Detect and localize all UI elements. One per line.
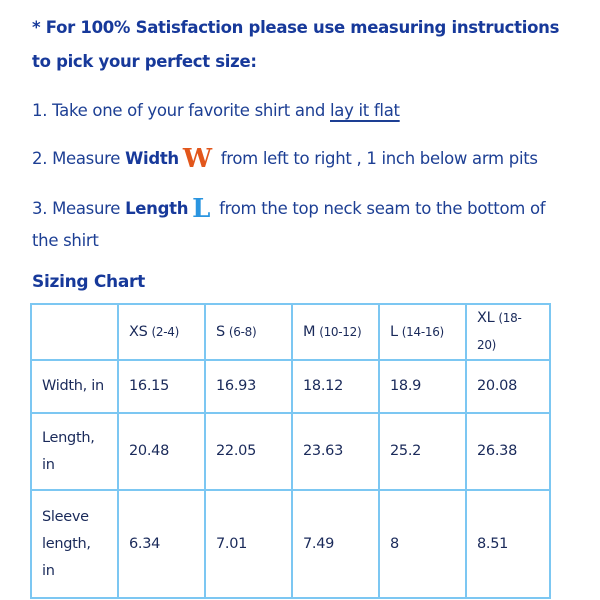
cell: 7.01	[204, 489, 293, 599]
cell: 8	[378, 489, 467, 599]
cell: 23.63	[291, 412, 380, 491]
step-1: 1. Take one of your favorite shirt and l…	[32, 101, 400, 120]
row-label: Length, in	[30, 412, 119, 491]
header-m: M (10-12)	[291, 303, 380, 361]
cell: 16.15	[117, 359, 206, 414]
table-row: Sleeve length, in 6.34 7.01 7.49 8 8.51	[30, 489, 551, 599]
sizing-chart-title: Sizing Chart	[32, 272, 145, 292]
cell: 7.49	[291, 489, 380, 599]
cell: 26.38	[465, 412, 551, 491]
table-row: Width, in 16.15 16.93 18.12 18.9 20.08	[30, 359, 551, 414]
step-3: 3. Measure Length L from the top neck sea…	[32, 194, 546, 224]
step-1-text: 1. Take one of your favorite shirt and	[32, 101, 330, 120]
cell: 20.08	[465, 359, 551, 414]
cell: 6.34	[117, 489, 206, 599]
cell: 20.48	[117, 412, 206, 491]
step-3-continuation: the shirt	[32, 231, 99, 250]
header-row: XS (2-4) S (6-8) M (10-12) L (14-16) XL (18-2…	[30, 303, 551, 361]
cell: 22.05	[204, 412, 293, 491]
cell: 18.9	[378, 359, 467, 414]
cell: 8.51	[465, 489, 551, 599]
row-label: Width, in	[30, 359, 119, 414]
length-label: Length	[125, 199, 189, 218]
step-2-rest: from left to right , 1 inch below arm pi…	[215, 149, 538, 168]
width-label: Width	[125, 149, 179, 168]
empty-header-cell	[30, 303, 119, 361]
header-l: L (14-16)	[378, 303, 467, 361]
intro-line-1: * For 100% Satisfaction please use measu…	[32, 18, 560, 37]
row-label: Sleeve length, in	[30, 489, 119, 599]
width-w-icon: W	[182, 144, 212, 174]
cell: 16.93	[204, 359, 293, 414]
sizing-table: XS (2-4) S (6-8) M (10-12) L (14-16) XL (18-2…	[30, 303, 551, 599]
header-s: S (6-8)	[204, 303, 293, 361]
step-3-prefix: 3. Measure	[32, 199, 126, 218]
lay-it-flat-link[interactable]: lay it flat	[330, 101, 400, 120]
step-2-prefix: 2. Measure	[32, 149, 126, 168]
step-2: 2. Measure Width W from left to right , 1…	[32, 144, 538, 174]
header-xl: XL (18-20)	[465, 303, 551, 361]
step-3-rest: from the top neck seam to the bottom of	[214, 199, 546, 218]
cell: 18.12	[291, 359, 380, 414]
length-l-icon: L	[192, 194, 211, 224]
intro-line-2: to pick your perfect size:	[32, 52, 257, 71]
table-row: Length, in 20.48 22.05 23.63 25.2 26.38	[30, 412, 551, 491]
header-xs: XS (2-4)	[117, 303, 206, 361]
cell: 25.2	[378, 412, 467, 491]
